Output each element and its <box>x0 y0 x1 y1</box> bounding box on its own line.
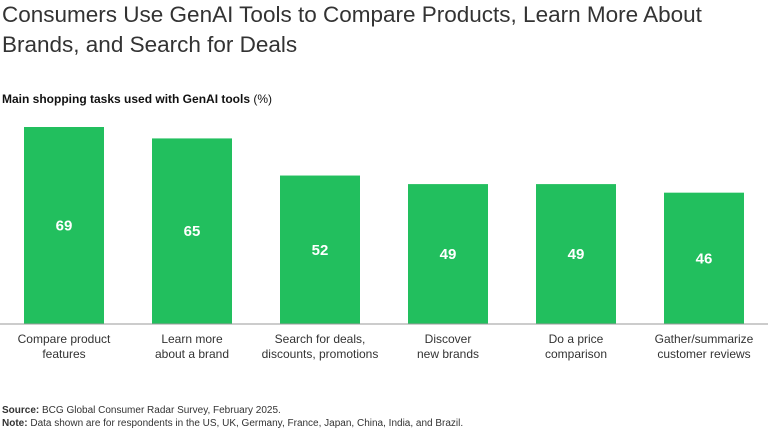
data-label: 65 <box>184 223 201 240</box>
category-label: about a brand <box>155 347 229 361</box>
category-label: Search for deals, <box>275 332 366 346</box>
category-label: features <box>42 347 85 361</box>
category-label: discounts, promotions <box>262 347 379 361</box>
bar <box>408 184 488 324</box>
source-note: Source: BCG Global Consumer Radar Survey… <box>2 405 281 416</box>
source-text: BCG Global Consumer Radar Survey, Februa… <box>39 405 281 416</box>
unit-label: (%) <box>253 92 273 106</box>
category-label: comparison <box>545 347 607 361</box>
category-label: Compare product <box>18 332 111 346</box>
bar <box>280 175 360 324</box>
category-label: Learn more <box>161 332 223 346</box>
bar <box>664 192 744 324</box>
category-label: customer reviews <box>657 347 750 361</box>
category-label: Gather/summarize <box>655 332 754 346</box>
bar <box>24 127 104 324</box>
data-label: 49 <box>440 246 457 263</box>
data-label: 52 <box>312 242 329 259</box>
note-label: Note: <box>2 418 28 429</box>
bar <box>152 138 232 324</box>
note: Note: Data shown are for respondents in … <box>2 418 463 429</box>
category-label: Discover <box>425 332 472 346</box>
data-label: 69 <box>56 218 73 235</box>
data-label: 46 <box>696 250 713 267</box>
note-text: Data shown are for respondents in the US… <box>27 418 464 429</box>
source-label: Source: <box>2 405 40 416</box>
chart-subtitle: Main shopping tasks used with GenAI tool… <box>2 92 272 106</box>
bar <box>536 184 616 324</box>
data-label: 49 <box>568 246 585 263</box>
category-label: Do a price <box>549 332 604 346</box>
category-label: new brands <box>417 347 479 361</box>
chart-title: Consumers Use GenAI Tools to Compare Pro… <box>2 2 702 57</box>
subtitle-text: Main shopping tasks used with GenAI tool… <box>2 92 251 106</box>
